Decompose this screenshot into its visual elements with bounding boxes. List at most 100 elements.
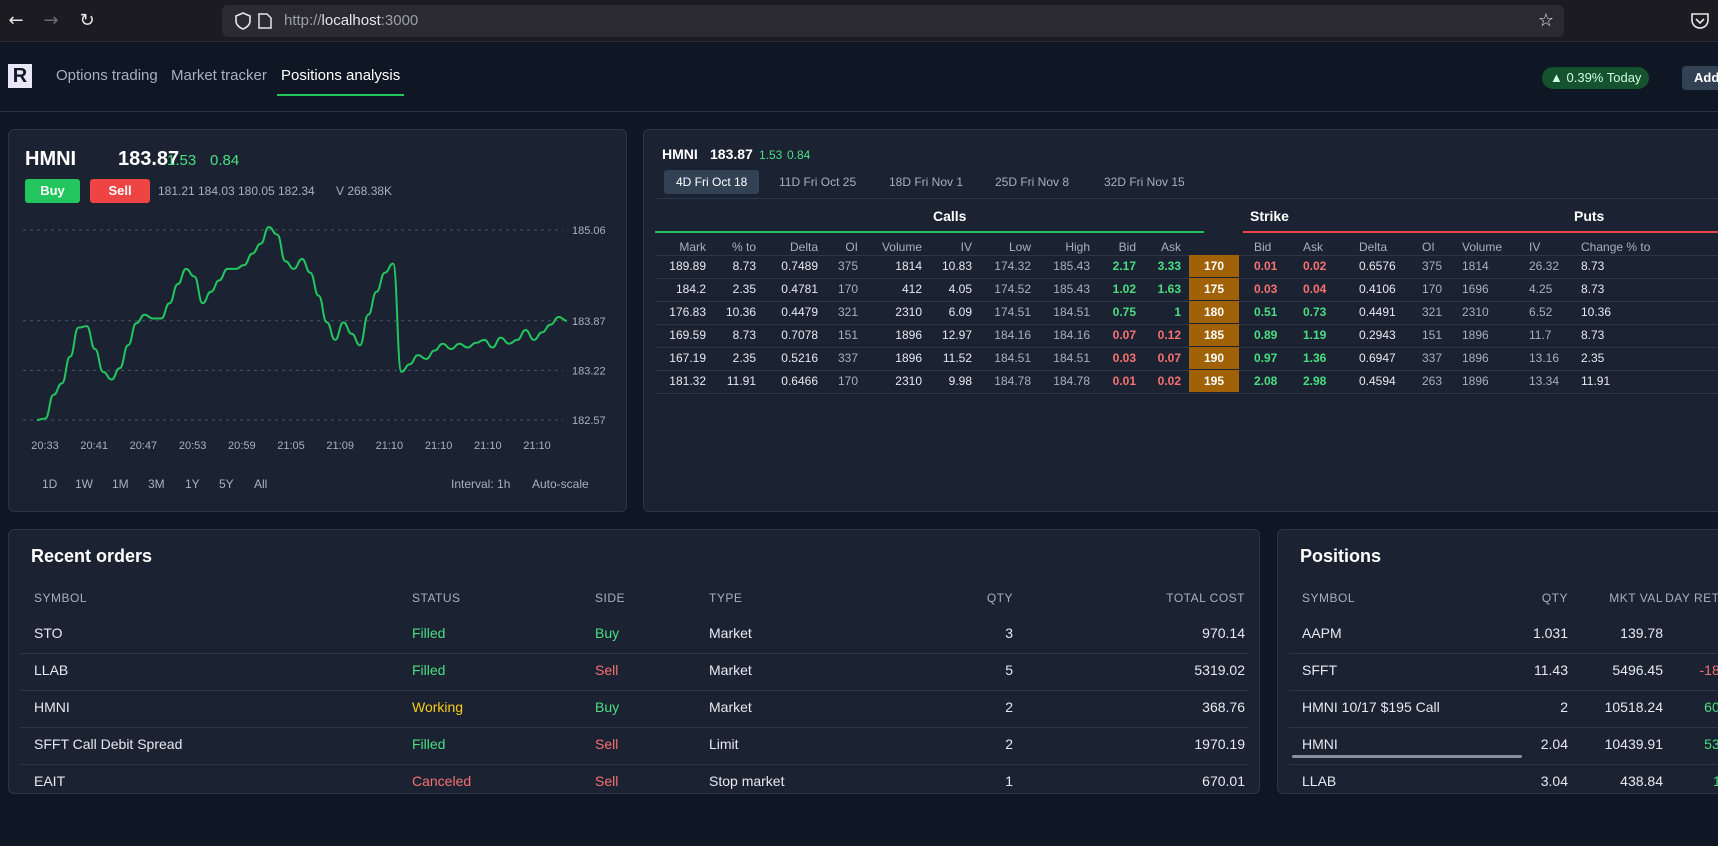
back-icon[interactable]: ←: [8, 10, 24, 31]
call-vol-cell[interactable]: 2310: [895, 305, 922, 319]
call-high-cell[interactable]: 184.51: [1053, 351, 1090, 365]
call-bid-cell[interactable]: 0.03: [1112, 351, 1136, 365]
buy-button[interactable]: Buy: [25, 179, 80, 203]
call-delta-cell[interactable]: 0.5216: [781, 351, 818, 365]
strike-cell[interactable]: 195: [1189, 370, 1239, 392]
call-pct-cell[interactable]: 10.36: [725, 305, 756, 319]
bookmark-star-icon[interactable]: ☆: [1537, 10, 1554, 31]
put-bid-cell[interactable]: 0.51: [1254, 305, 1278, 319]
call-bid-cell[interactable]: 0.01: [1112, 374, 1136, 388]
put-oi-cell[interactable]: 151: [1422, 328, 1443, 342]
range-all[interactable]: All: [254, 477, 268, 491]
call-ask-cell[interactable]: 1: [1174, 305, 1181, 319]
put-chg-cell[interactable]: 2.35: [1581, 351, 1605, 365]
put-delta-cell[interactable]: 0.4491: [1359, 305, 1396, 319]
put-oi-cell[interactable]: 375: [1422, 259, 1443, 273]
sell-button[interactable]: Sell: [90, 179, 150, 203]
call-iv-cell[interactable]: 12.97: [941, 328, 972, 342]
call-low-cell[interactable]: 184.51: [994, 351, 1031, 365]
put-iv-cell[interactable]: 13.34: [1529, 374, 1560, 388]
put-bid-cell[interactable]: 0.01: [1254, 259, 1278, 273]
call-high-cell[interactable]: 185.43: [1053, 282, 1090, 296]
range-1m[interactable]: 1M: [112, 477, 129, 491]
address-bar[interactable]: http://localhost:3000 ☆: [222, 5, 1564, 37]
call-vol-cell[interactable]: 2310: [895, 374, 922, 388]
call-oi-cell[interactable]: 337: [837, 351, 858, 365]
put-delta-cell[interactable]: 0.4594: [1359, 374, 1396, 388]
call-pct-cell[interactable]: 11.91: [726, 374, 756, 388]
call-iv-cell[interactable]: 10.83: [941, 259, 972, 273]
call-oi-cell[interactable]: 151: [837, 328, 858, 342]
pocket-icon[interactable]: [1689, 10, 1711, 32]
put-iv-cell[interactable]: 11.7: [1529, 328, 1552, 342]
put-delta-cell[interactable]: 0.4106: [1359, 282, 1396, 296]
call-iv-cell[interactable]: 9.98: [948, 374, 972, 388]
put-bid-cell[interactable]: 0.03: [1254, 282, 1278, 296]
put-iv-cell[interactable]: 4.25: [1529, 282, 1553, 296]
put-oi-cell[interactable]: 170: [1422, 282, 1443, 296]
interval-selector[interactable]: Interval: 1h: [451, 477, 511, 491]
put-iv-cell[interactable]: 26.32: [1529, 259, 1560, 273]
call-iv-cell[interactable]: 11.52: [942, 351, 972, 365]
call-mark-cell[interactable]: 176.83: [669, 305, 706, 319]
call-pct-cell[interactable]: 2.35: [732, 282, 756, 296]
autoscale-toggle[interactable]: Auto-scale: [532, 477, 589, 491]
call-vol-cell[interactable]: 1814: [895, 259, 922, 273]
call-ask-cell[interactable]: 0.12: [1157, 328, 1181, 342]
put-bid-cell[interactable]: 0.89: [1254, 328, 1278, 342]
reload-icon[interactable]: ↻: [79, 10, 95, 31]
expiration-tab-1[interactable]: 11D Fri Oct 25: [779, 175, 857, 189]
put-vol-cell[interactable]: 1696: [1462, 282, 1489, 296]
strike-cell[interactable]: 190: [1189, 347, 1239, 369]
expiration-tab-3[interactable]: 25D Fri Nov 8: [995, 175, 1070, 189]
put-chg-cell[interactable]: 8.73: [1581, 328, 1605, 342]
put-ask-cell[interactable]: 2.98: [1303, 374, 1327, 388]
horizontal-scrollbar[interactable]: [1292, 755, 1522, 758]
call-mark-cell[interactable]: 189.89: [669, 259, 706, 273]
strike-cell[interactable]: 175: [1189, 278, 1239, 300]
tab-positions-analysis[interactable]: Positions analysis: [281, 67, 401, 84]
tab-market-tracker[interactable]: Market tracker: [171, 67, 267, 84]
call-mark-cell[interactable]: 181.32: [669, 374, 706, 388]
call-bid-cell[interactable]: 2.17: [1112, 259, 1136, 273]
put-chg-cell[interactable]: 8.73: [1581, 259, 1605, 273]
call-delta-cell[interactable]: 0.6466: [781, 374, 818, 388]
put-ask-cell[interactable]: 0.73: [1303, 305, 1327, 319]
range-3m[interactable]: 3M: [148, 477, 165, 491]
call-mark-cell[interactable]: 184.2: [675, 282, 706, 296]
put-vol-cell[interactable]: 1896: [1462, 351, 1489, 365]
call-mark-cell[interactable]: 169.59: [669, 328, 706, 342]
call-low-cell[interactable]: 184.78: [994, 374, 1031, 388]
put-delta-cell[interactable]: 0.6947: [1359, 351, 1396, 365]
put-chg-cell[interactable]: 11.91: [1581, 374, 1611, 388]
call-delta-cell[interactable]: 0.4781: [781, 282, 818, 296]
put-iv-cell[interactable]: 6.52: [1529, 305, 1553, 319]
put-oi-cell[interactable]: 263: [1422, 374, 1443, 388]
call-ask-cell[interactable]: 0.02: [1157, 374, 1181, 388]
price-line-chart[interactable]: 185.06 183.87 183.22 182.57 20:33 20:41 20:47 2…: [9, 210, 627, 460]
call-iv-cell[interactable]: 4.05: [948, 282, 972, 296]
put-chg-cell[interactable]: 10.36: [1581, 305, 1612, 319]
call-bid-cell[interactable]: 1.02: [1112, 282, 1136, 296]
tab-options-trading[interactable]: Options trading: [56, 67, 158, 84]
call-low-cell[interactable]: 174.52: [994, 282, 1031, 296]
range-1y[interactable]: 1Y: [185, 477, 200, 491]
call-oi-cell[interactable]: 321: [837, 305, 858, 319]
put-ask-cell[interactable]: 0.02: [1303, 259, 1327, 273]
call-ask-cell[interactable]: 3.33: [1157, 259, 1181, 273]
call-ask-cell[interactable]: 1.63: [1157, 282, 1181, 296]
put-vol-cell[interactable]: 1896: [1462, 328, 1489, 342]
put-bid-cell[interactable]: 2.08: [1254, 374, 1278, 388]
put-vol-cell[interactable]: 1814: [1462, 259, 1489, 273]
forward-icon[interactable]: →: [43, 10, 59, 31]
put-oi-cell[interactable]: 337: [1422, 351, 1443, 365]
range-5y[interactable]: 5Y: [219, 477, 234, 491]
put-chg-cell[interactable]: 8.73: [1581, 282, 1605, 296]
call-high-cell[interactable]: 184.16: [1053, 328, 1090, 342]
app-logo[interactable]: R: [8, 64, 32, 88]
put-delta-cell[interactable]: 0.6576: [1359, 259, 1396, 273]
strike-cell[interactable]: 180: [1189, 301, 1239, 323]
call-ask-cell[interactable]: 0.07: [1157, 351, 1181, 365]
expiration-tab-4[interactable]: 32D Fri Nov 15: [1104, 175, 1185, 189]
put-vol-cell[interactable]: 1896: [1462, 374, 1489, 388]
